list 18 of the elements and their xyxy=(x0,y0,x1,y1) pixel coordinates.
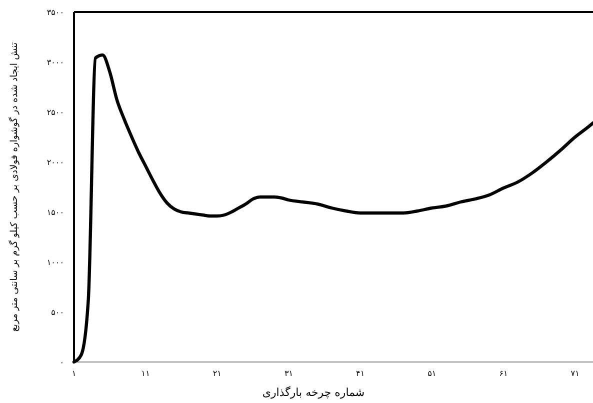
x-tick-label: ۵۱ xyxy=(428,369,436,378)
x-tick-label: ۷۱ xyxy=(570,369,580,378)
x-tick-label: ۴۱ xyxy=(356,369,365,378)
y-tick-label: ۳۰۰۰ xyxy=(46,58,64,67)
y-tick-label: ۵۰۰ xyxy=(51,308,64,317)
x-tick-label: ۱ xyxy=(72,369,76,378)
y-tick-label: ۲۰۰۰ xyxy=(46,158,64,167)
y-tick-label: ۲۵۰۰ xyxy=(46,108,64,117)
y-axis-title: تنش ایجاد شده در گوشواره فولادی بر حسب کیلو گرم بر سانتی متر مربع xyxy=(8,42,20,332)
y-tick-label: ۳۵۰۰ xyxy=(46,8,64,17)
y-tick-label: ۱۵۰۰ xyxy=(46,208,64,217)
x-tick-label: ۶۱ xyxy=(499,369,508,378)
y-tick-label: ۱۰۰۰ xyxy=(46,258,64,267)
x-tick-label: ۳۱ xyxy=(284,369,294,378)
x-axis-title: شماره چرخه بارگذاری xyxy=(262,386,365,399)
x-tick-label: ۱۱ xyxy=(141,369,150,378)
y-tick-label: ۰ xyxy=(60,358,64,367)
x-tick-label: ۲۱ xyxy=(212,369,222,378)
